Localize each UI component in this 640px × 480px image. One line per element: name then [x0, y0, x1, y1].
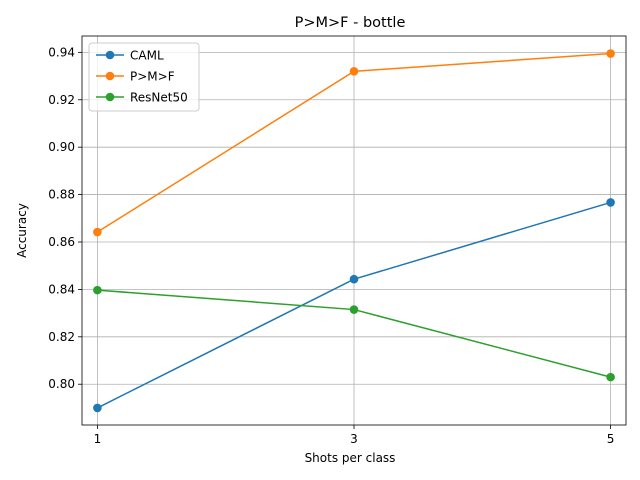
y-tick-label: 0.88: [48, 188, 75, 202]
data-point: [349, 305, 359, 314]
x-axis-label: Shots per class: [305, 451, 396, 465]
x-tick-label: 1: [94, 432, 102, 446]
y-tick-label: 0.80: [48, 377, 75, 391]
legend-label: CAML: [130, 49, 164, 63]
x-ticks: 1 3 5: [94, 425, 615, 446]
y-tick-label: 0.82: [48, 330, 75, 344]
data-point: [93, 285, 102, 295]
legend-marker: [105, 50, 115, 60]
data-point: [93, 227, 102, 237]
y-ticks: 0.80 0.82 0.84 0.86 0.88 0.90 0.92 0.94: [48, 45, 82, 391]
y-tick-label: 0.90: [48, 140, 75, 154]
y-tick-label: 0.94: [48, 45, 75, 59]
x-tick-label: 5: [607, 432, 615, 446]
data-point: [93, 403, 102, 413]
legend: CAML P>M>F ResNet50: [88, 42, 200, 112]
data-point: [606, 198, 615, 207]
chart-title: P>M>F - bottle: [295, 15, 406, 31]
data-point: [606, 372, 615, 382]
data-point: [606, 49, 615, 58]
legend-label: P>M>F: [130, 70, 175, 84]
data-point: [349, 274, 359, 284]
y-tick-label: 0.92: [48, 93, 75, 107]
series-layer: [93, 49, 615, 413]
x-tick-label: 3: [350, 432, 358, 446]
y-axis-label: Accuracy: [15, 203, 29, 258]
legend-box: [88, 42, 200, 112]
data-point: [349, 67, 359, 76]
legend-marker: [105, 71, 115, 81]
legend-label: ResNet50: [130, 91, 188, 105]
y-tick-label: 0.86: [48, 235, 75, 249]
legend-marker: [105, 92, 115, 102]
y-tick-label: 0.84: [48, 282, 75, 296]
